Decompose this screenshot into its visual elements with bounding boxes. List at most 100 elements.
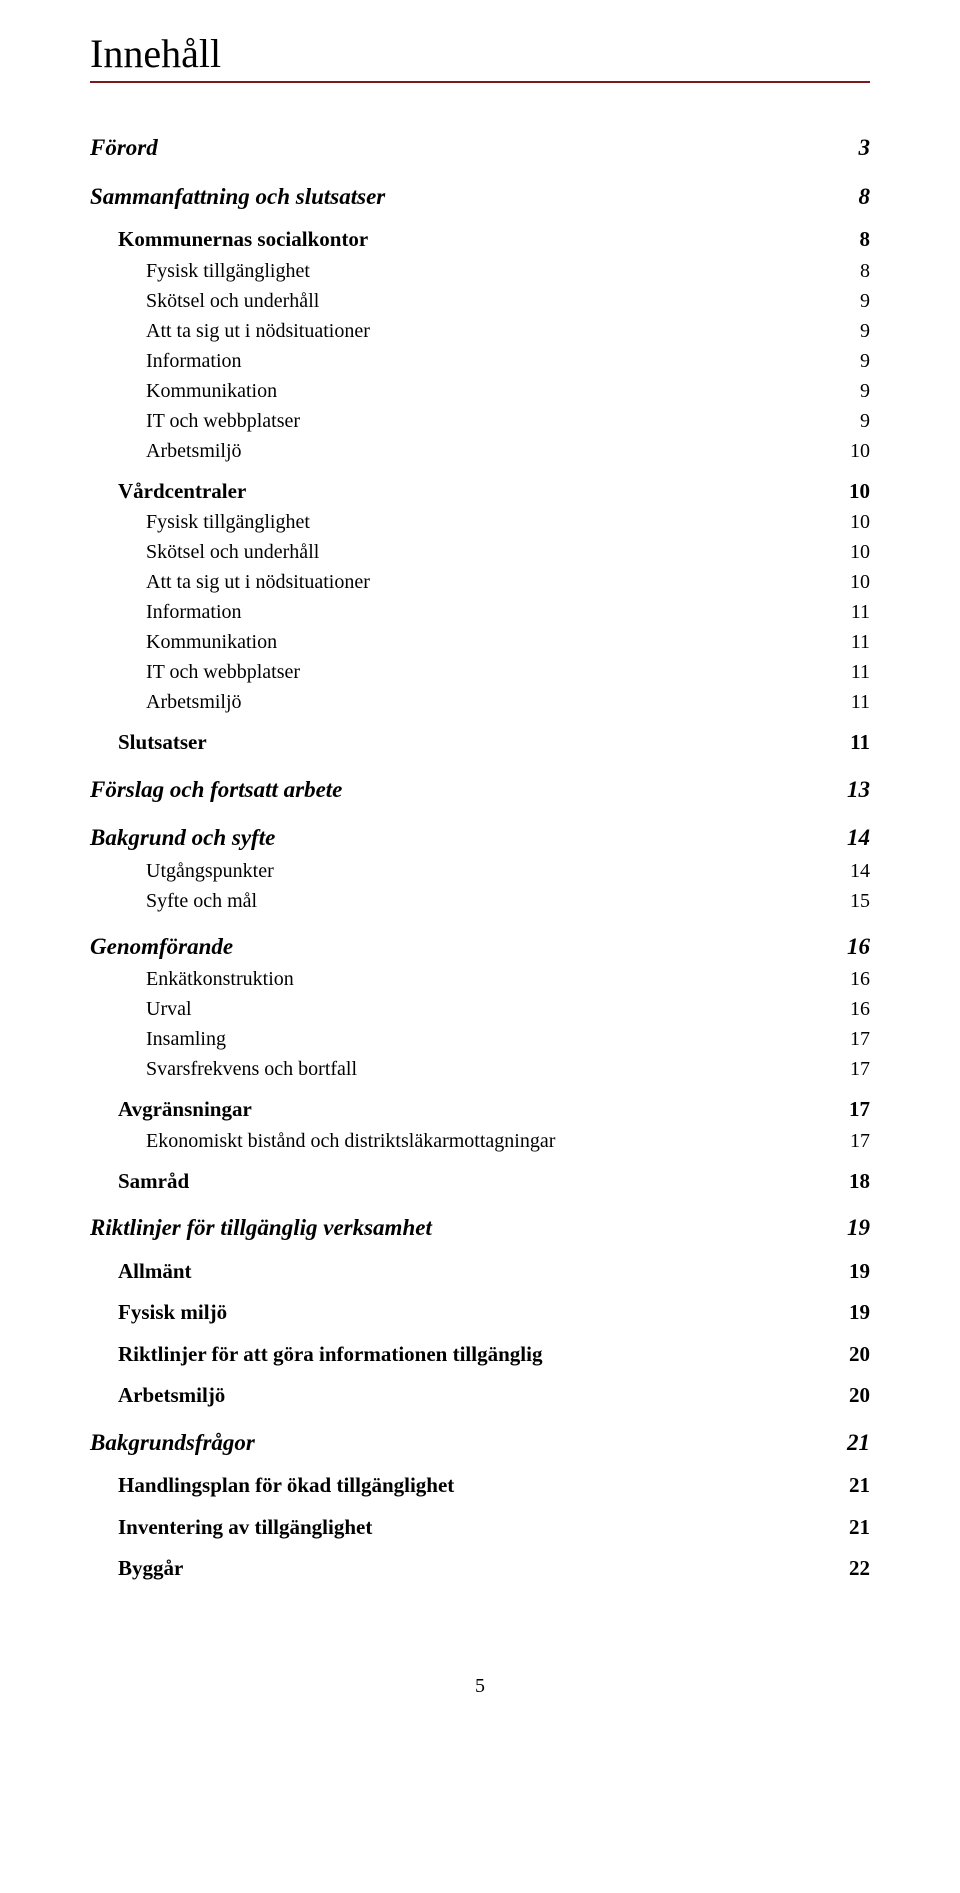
toc-entry-label: Att ta sig ut i nödsituationer [146,316,370,346]
toc-entry-label: Slutsatser [118,727,207,759]
toc-entry-label: Handlingsplan för ökad tillgänglighet [118,1470,454,1502]
toc-entry-page: 19 [849,1297,870,1329]
toc-entry: Att ta sig ut i nödsituationer 9 [146,316,870,346]
toc-entry-label: Förslag och fortsatt arbete [90,773,342,808]
toc-entry-label: Riktlinjer för att göra informationen ti… [118,1339,542,1371]
toc-entry-page: 20 [849,1380,870,1412]
toc-entry-label: Riktlinjer för tillgänglig verksamhet [90,1211,432,1246]
toc-entry-label: Avgränsningar [118,1094,252,1126]
toc-entry: Arbetsmiljö10 [146,436,870,466]
toc-entry: Förord3 [90,131,870,166]
toc-entry-label: Information [146,346,242,376]
toc-entry-page: 22 [849,1553,870,1585]
toc-entry-label: Skötsel och underhåll [146,286,319,316]
toc-entry-page: 9 [860,286,870,316]
toc-entry-label: Förord [90,131,158,166]
toc-entry: Ekonomiskt bistånd och distriktsläkarmot… [146,1126,870,1156]
toc-entry-page: 11 [851,597,870,627]
toc-entry-page: 21 [849,1470,870,1502]
toc-entry-label: Syfte och mål [146,886,257,916]
toc-entry-page: 16 [850,994,870,1024]
toc-entry-page: 8 [859,180,871,215]
toc-entry-page: 17 [849,1094,870,1126]
toc-entry: Information 9 [146,346,870,376]
page-title: Innehåll [90,30,870,77]
toc-entry-label: Fysisk miljö [118,1297,227,1329]
toc-entry-page: 16 [847,930,870,965]
toc-entry: Insamling17 [146,1024,870,1054]
toc-entry-page: 13 [847,773,870,808]
toc-entry-page: 8 [860,224,871,256]
toc-entry: Genomförande 16 [90,930,870,965]
toc-entry: Förslag och fortsatt arbete 13 [90,773,870,808]
toc-entry: Kommunikation11 [146,627,870,657]
toc-entry-label: Arbetsmiljö [146,687,242,717]
table-of-contents: Förord3Sammanfattning och slutsatser8Kom… [90,131,870,1585]
toc-entry: Skötsel och underhåll10 [146,537,870,567]
toc-entry: Att ta sig ut i nödsituationer10 [146,567,870,597]
toc-entry: Fysisk tillgänglighet10 [146,507,870,537]
toc-entry: Svarsfrekvens och bortfall17 [146,1054,870,1084]
toc-entry-page: 9 [860,316,870,346]
toc-entry-page: 10 [850,507,870,537]
toc-entry-page: 17 [850,1126,870,1156]
toc-entry-label: Information [146,597,242,627]
toc-entry-label: Kommunernas socialkontor [118,224,368,256]
toc-entry-page: 17 [850,1054,870,1084]
toc-entry-page: 11 [851,627,870,657]
toc-entry: Kommunernas socialkontor 8 [118,224,870,256]
toc-entry-page: 15 [850,886,870,916]
toc-entry: IT och webbplatser 9 [146,406,870,436]
toc-entry-label: Inventering av tillgänglighet [118,1512,372,1544]
toc-entry-label: Att ta sig ut i nödsituationer [146,567,370,597]
toc-entry-page: 20 [849,1339,870,1371]
toc-entry: Slutsatser 11 [118,727,870,759]
toc-entry: Information 11 [146,597,870,627]
toc-entry-page: 19 [847,1211,870,1246]
toc-entry: IT och webbplatser 11 [146,657,870,687]
toc-entry-page: 11 [851,687,870,717]
toc-entry: Vårdcentraler 10 [118,476,870,508]
toc-entry-page: 9 [860,346,870,376]
toc-entry-page: 18 [849,1166,870,1198]
toc-entry-page: 21 [847,1426,870,1461]
toc-entry-label: Byggår [118,1553,183,1585]
toc-entry-label: Allmänt [118,1256,192,1288]
toc-entry-label: Vårdcentraler [118,476,246,508]
toc-entry-label: Urval [146,994,192,1024]
toc-entry-label: Bakgrundsfrågor [90,1426,255,1461]
toc-entry-page: 8 [860,256,870,286]
toc-entry-page: 11 [850,727,870,759]
toc-entry: Fysisk tillgänglighet 8 [146,256,870,286]
toc-entry-page: 19 [849,1256,870,1288]
toc-entry-label: Fysisk tillgänglighet [146,256,310,286]
toc-entry-label: Arbetsmiljö [118,1380,225,1412]
toc-entry: Samråd 18 [118,1166,870,1198]
toc-entry-label: Samråd [118,1166,189,1198]
toc-entry: Utgångspunkter14 [146,856,870,886]
toc-entry-label: Sammanfattning och slutsatser [90,180,385,215]
toc-entry-page: 9 [860,406,870,436]
toc-entry: Sammanfattning och slutsatser 8 [90,180,870,215]
toc-entry: Skötsel och underhåll 9 [146,286,870,316]
toc-entry: Arbetsmiljö 11 [146,687,870,717]
toc-entry: Riktlinjer för tillgänglig verksamhet 19 [90,1211,870,1246]
toc-entry: Bakgrundsfrågor 21 [90,1426,870,1461]
toc-entry-page: 10 [850,436,870,466]
toc-entry: Allmänt 19 [118,1256,870,1288]
toc-entry: Riktlinjer för att göra informationen ti… [118,1339,870,1371]
toc-entry-label: Genomförande [90,930,233,965]
toc-entry-label: IT och webbplatser [146,406,300,436]
toc-entry-label: Ekonomiskt bistånd och distriktsläkarmot… [146,1126,555,1156]
toc-entry: Bakgrund och syfte14 [90,821,870,856]
toc-entry-label: Bakgrund och syfte [90,821,275,856]
toc-entry: Byggår 22 [118,1553,870,1585]
toc-entry-page: 21 [849,1512,870,1544]
toc-entry: Inventering av tillgänglighet 21 [118,1512,870,1544]
toc-entry: Arbetsmiljö 20 [118,1380,870,1412]
toc-entry-page: 10 [850,537,870,567]
toc-entry: Urval 16 [146,994,870,1024]
toc-entry-page: 10 [849,476,870,508]
toc-entry-page: 11 [851,657,870,687]
toc-entry-label: IT och webbplatser [146,657,300,687]
